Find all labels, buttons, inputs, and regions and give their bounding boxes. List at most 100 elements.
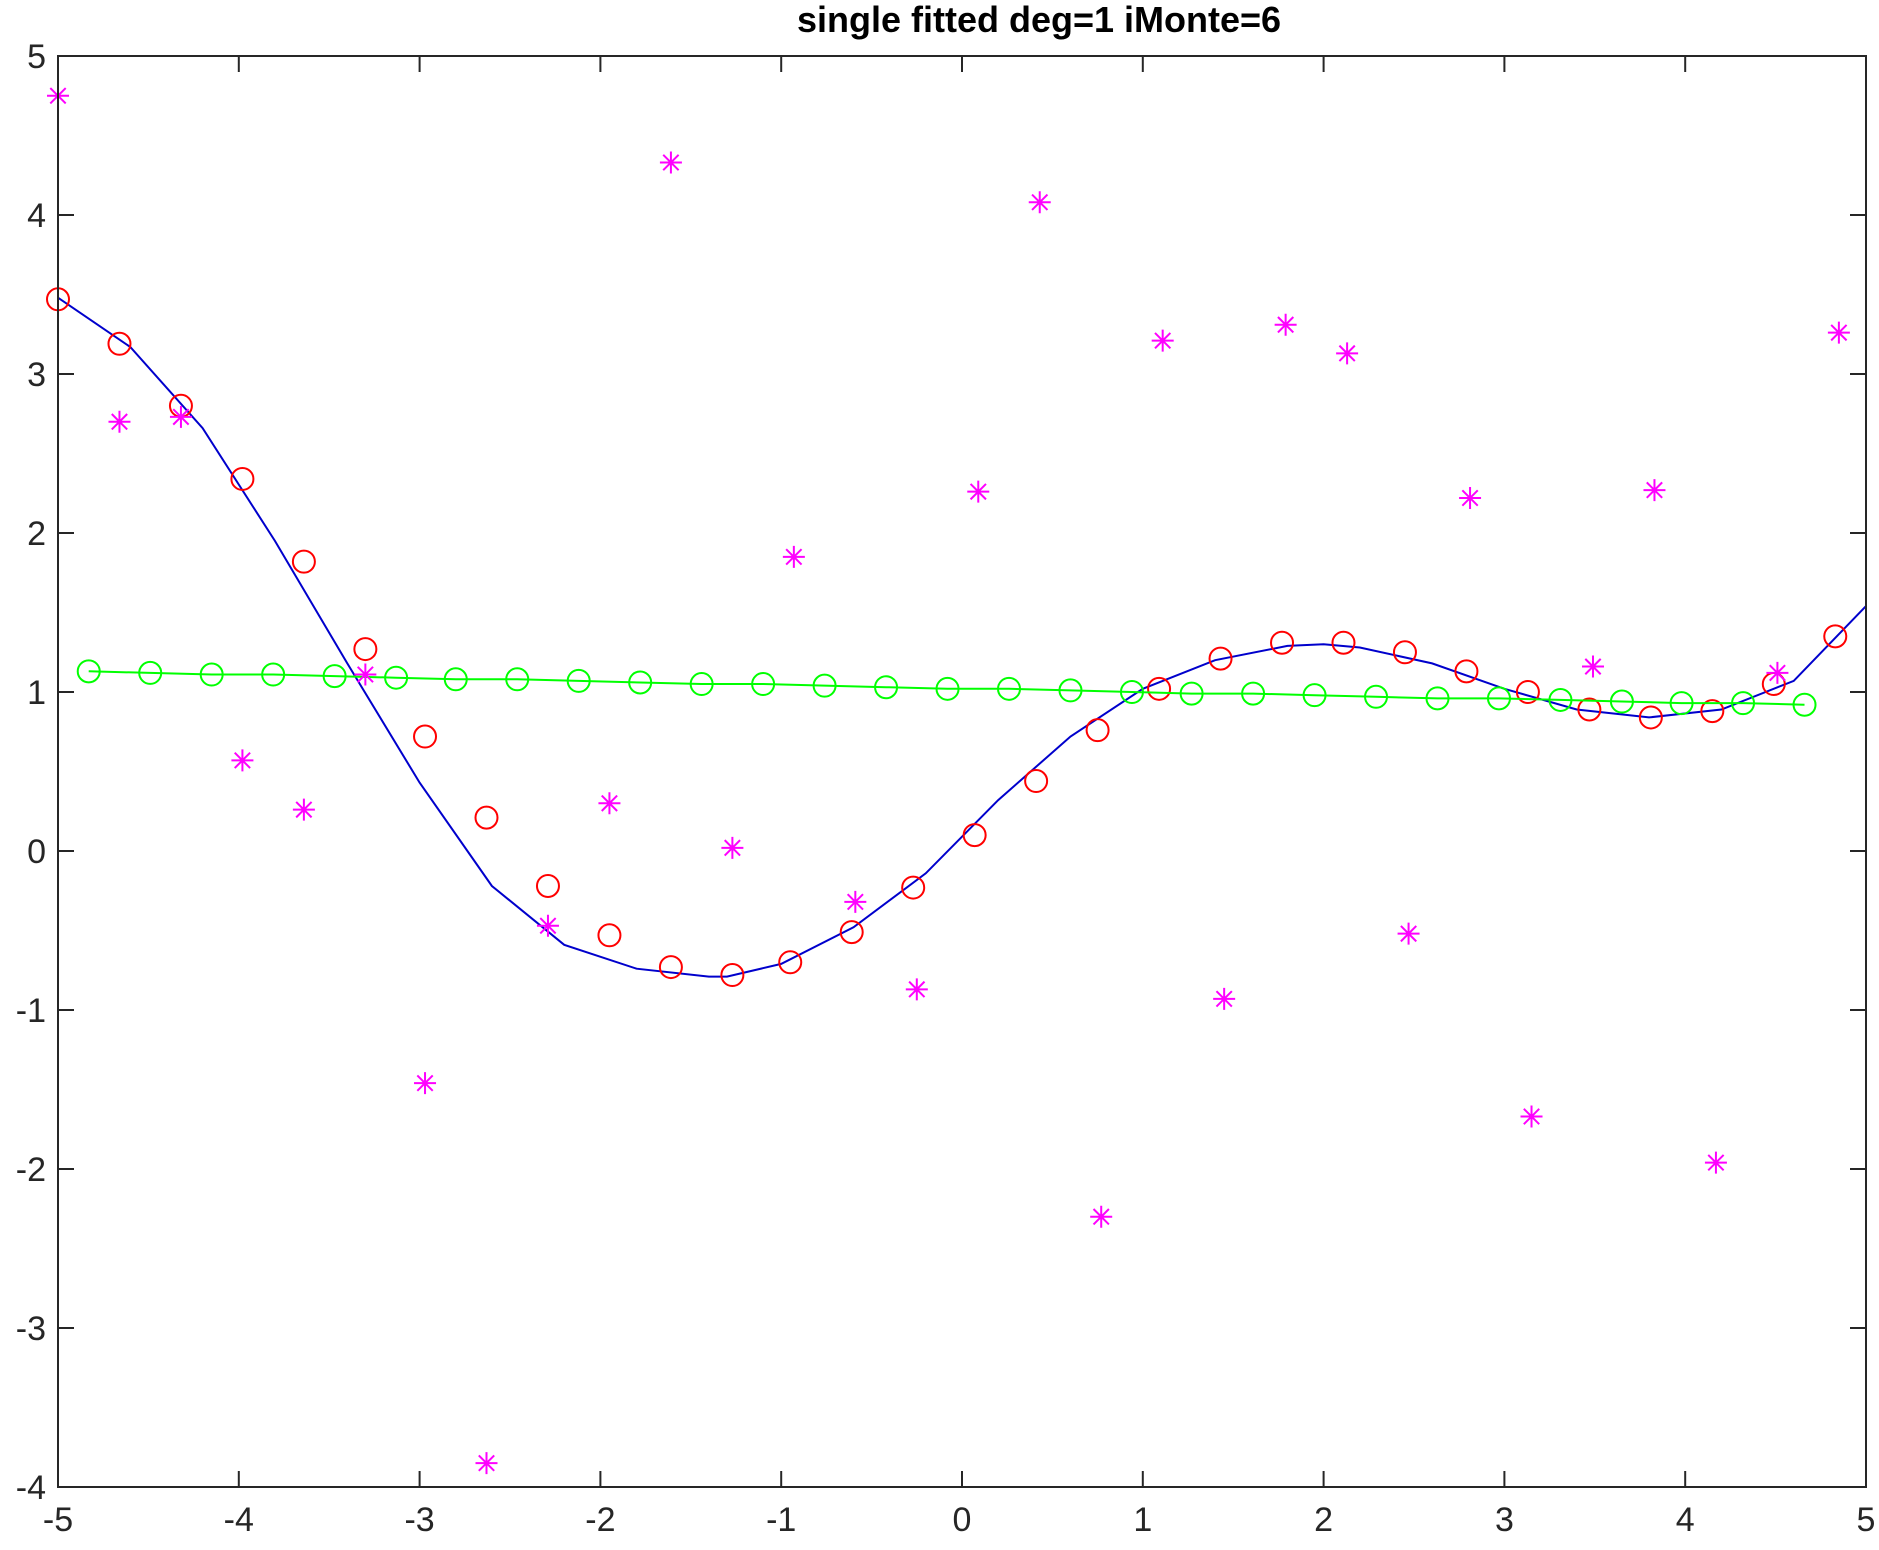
data-point bbox=[1336, 342, 1359, 365]
data-point bbox=[967, 480, 990, 503]
data-point bbox=[199, 662, 224, 687]
data-point bbox=[1213, 987, 1236, 1010]
data-point bbox=[1643, 479, 1666, 502]
data-point bbox=[1151, 329, 1174, 352]
data-point bbox=[354, 663, 377, 686]
data-point bbox=[1058, 678, 1083, 703]
x-tick-label: 2 bbox=[1314, 1501, 1333, 1539]
data-point bbox=[782, 545, 805, 568]
data-point bbox=[1577, 697, 1602, 722]
data-point bbox=[353, 637, 378, 662]
x-tick-label: 4 bbox=[1676, 1501, 1695, 1539]
data-point bbox=[778, 950, 803, 975]
series-0 bbox=[57, 296, 1867, 978]
data-point bbox=[720, 963, 745, 988]
data-point bbox=[1364, 684, 1389, 709]
data-point bbox=[292, 798, 315, 821]
y-tick-label: -2 bbox=[16, 1151, 46, 1189]
data-point bbox=[997, 676, 1022, 701]
data-point bbox=[1270, 630, 1295, 655]
data-point bbox=[231, 749, 254, 772]
data-point bbox=[1731, 691, 1756, 716]
data-point bbox=[108, 410, 131, 433]
chart-title: single fitted deg=1 iMonte=6 bbox=[797, 0, 1281, 40]
data-point bbox=[322, 664, 347, 689]
y-tick-label: 3 bbox=[27, 356, 46, 394]
data-point bbox=[291, 549, 316, 574]
x-tick-label: 0 bbox=[953, 1501, 972, 1539]
data-point bbox=[844, 890, 867, 913]
data-point bbox=[107, 331, 132, 356]
data-point bbox=[474, 805, 499, 830]
y-tick-label: 5 bbox=[27, 38, 46, 76]
data-point bbox=[414, 1072, 437, 1095]
data-point bbox=[138, 660, 163, 685]
x-tick-label: 1 bbox=[1133, 1501, 1152, 1539]
data-point bbox=[1486, 686, 1511, 711]
data-point bbox=[1208, 646, 1233, 671]
data-point bbox=[1179, 681, 1204, 706]
x-tick-label: 5 bbox=[1857, 1501, 1876, 1539]
data-point bbox=[1241, 681, 1266, 706]
data-point bbox=[1397, 922, 1420, 945]
data-point bbox=[566, 668, 591, 693]
data-point bbox=[384, 665, 409, 690]
x-tick-label: -3 bbox=[404, 1501, 434, 1539]
data-point bbox=[1085, 718, 1110, 743]
data-point bbox=[1638, 705, 1663, 730]
data-point bbox=[1766, 661, 1789, 684]
data-point bbox=[751, 672, 776, 697]
data-point bbox=[839, 920, 864, 945]
series-line bbox=[57, 296, 1867, 978]
data-point bbox=[535, 873, 560, 898]
data-point bbox=[1024, 769, 1049, 794]
data-point bbox=[905, 978, 928, 1001]
series-1 bbox=[46, 287, 1848, 988]
series-2 bbox=[76, 659, 1817, 717]
y-tick-label: 2 bbox=[27, 515, 46, 553]
data-point bbox=[1119, 680, 1144, 704]
x-tick-label: -1 bbox=[766, 1501, 796, 1539]
data-point bbox=[475, 1452, 498, 1475]
data-point bbox=[962, 823, 987, 848]
data-point bbox=[1028, 191, 1051, 214]
data-point bbox=[1581, 655, 1604, 678]
data-point bbox=[1609, 689, 1634, 714]
data-point bbox=[721, 836, 744, 859]
data-point bbox=[413, 724, 438, 749]
data-point bbox=[1392, 640, 1417, 665]
data-point bbox=[1669, 691, 1694, 716]
y-tick-label: 4 bbox=[27, 197, 46, 235]
axes-box bbox=[57, 55, 1867, 1488]
y-tick-label: 0 bbox=[27, 833, 46, 871]
data-point bbox=[1425, 686, 1450, 711]
x-tick-label: -4 bbox=[224, 1501, 254, 1539]
data-point bbox=[1090, 1205, 1113, 1228]
data-point bbox=[1515, 680, 1540, 704]
data-point bbox=[1459, 487, 1482, 510]
data-point bbox=[169, 405, 192, 428]
y-tick-label: -4 bbox=[16, 1469, 46, 1507]
data-point bbox=[901, 875, 926, 900]
y-tick-label: -3 bbox=[16, 1310, 46, 1348]
data-point bbox=[598, 792, 621, 815]
data-point bbox=[1147, 676, 1172, 701]
y-tick-label: -1 bbox=[16, 992, 46, 1030]
plot-area bbox=[46, 84, 1867, 1475]
series-line bbox=[88, 670, 1805, 706]
data-point bbox=[1548, 687, 1573, 712]
data-point bbox=[689, 672, 714, 697]
y-tick-label: 1 bbox=[27, 674, 46, 712]
data-point bbox=[1454, 659, 1479, 684]
data-point bbox=[1823, 624, 1848, 649]
data-point bbox=[1274, 313, 1297, 336]
series-3 bbox=[47, 84, 1850, 1475]
data-point bbox=[628, 670, 653, 695]
data-point bbox=[1792, 692, 1817, 717]
data-point bbox=[874, 675, 899, 700]
data-point bbox=[230, 466, 255, 491]
data-point bbox=[1331, 630, 1356, 655]
data-point bbox=[935, 676, 960, 701]
